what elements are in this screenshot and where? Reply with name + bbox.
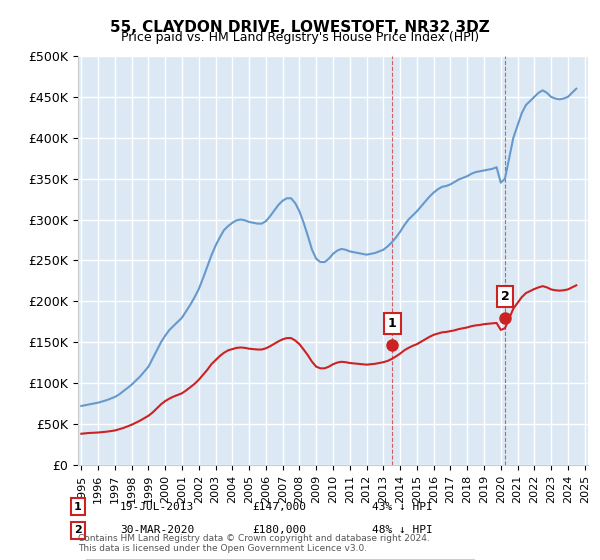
Text: 48% ↓ HPI: 48% ↓ HPI [372,525,433,535]
Text: £147,000: £147,000 [252,502,306,512]
Text: 2: 2 [500,290,509,303]
Text: 2: 2 [74,525,82,535]
Text: £180,000: £180,000 [252,525,306,535]
Text: Contains HM Land Registry data © Crown copyright and database right 2024.
This d: Contains HM Land Registry data © Crown c… [78,534,430,553]
Text: Price paid vs. HM Land Registry's House Price Index (HPI): Price paid vs. HM Land Registry's House … [121,31,479,44]
Text: 43% ↓ HPI: 43% ↓ HPI [372,502,433,512]
Text: 30-MAR-2020: 30-MAR-2020 [120,525,194,535]
Text: 55, CLAYDON DRIVE, LOWESTOFT, NR32 3DZ: 55, CLAYDON DRIVE, LOWESTOFT, NR32 3DZ [110,20,490,35]
Text: 1: 1 [74,502,82,512]
Text: 1: 1 [388,317,397,330]
Text: 19-JUL-2013: 19-JUL-2013 [120,502,194,512]
